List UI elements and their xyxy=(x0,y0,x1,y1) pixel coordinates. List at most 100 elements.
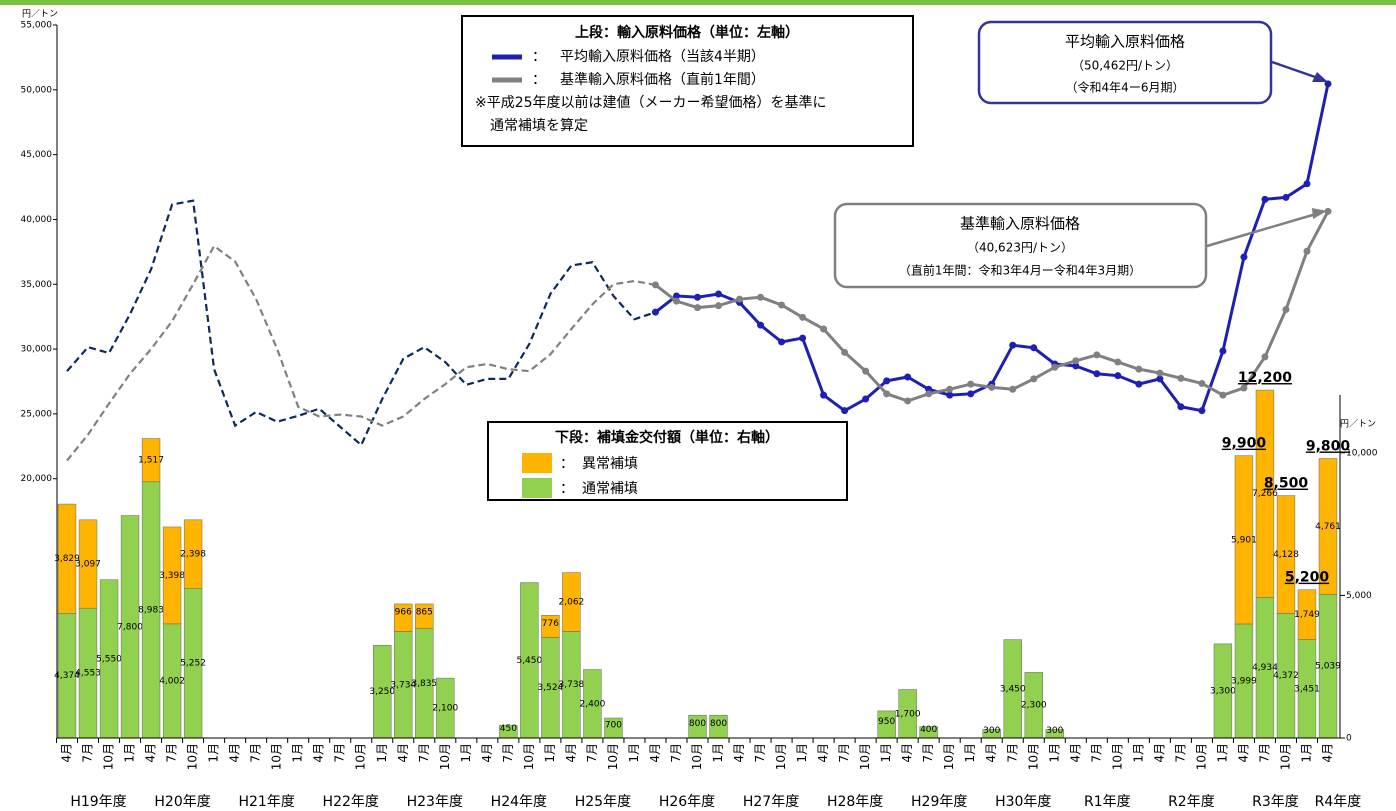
x-tick-label: 7月 xyxy=(333,743,347,763)
y2-tick-label: 10,000 xyxy=(1346,448,1378,458)
x-tick-label: 7月 xyxy=(81,743,95,763)
arrow-head xyxy=(1312,72,1328,82)
y-tick-label: 55,000 xyxy=(21,21,53,31)
callout-text: （50,462円/トン） xyxy=(1072,59,1178,73)
line-marker xyxy=(1282,306,1290,314)
total-label: 9,900 xyxy=(1222,436,1267,452)
year-label: H19年度 xyxy=(70,794,126,810)
line-marker xyxy=(883,390,891,398)
line-marker xyxy=(1282,193,1290,201)
line-marker xyxy=(883,377,891,385)
line-marker xyxy=(1030,375,1038,383)
value-label: 3,835 xyxy=(411,679,437,689)
x-tick-label: 10月 xyxy=(186,743,200,770)
y-tick-label: 45,000 xyxy=(21,150,53,160)
line-marker xyxy=(1051,363,1059,371)
line-marker xyxy=(1135,365,1143,373)
year-label: H24年度 xyxy=(491,794,547,810)
line-marker xyxy=(1114,372,1122,380)
year-label: H30年度 xyxy=(995,794,1051,810)
x-tick-label: 1月 xyxy=(291,743,305,763)
left-unit: 円／トン xyxy=(22,9,58,20)
year-label: H29年度 xyxy=(911,794,967,810)
y-tick-label: 35,000 xyxy=(21,280,53,290)
value-label: 7,800 xyxy=(117,622,143,632)
line-marker xyxy=(715,290,723,298)
line-marker xyxy=(1009,341,1017,349)
callout-text: 平均輸入原料価格 xyxy=(1065,33,1185,51)
x-tick-label: 1月 xyxy=(543,743,557,763)
value-label: 300 xyxy=(1046,726,1063,736)
year-label: H25年度 xyxy=(575,794,631,810)
x-tick-label: 7月 xyxy=(417,743,431,763)
x-tick-label: 10月 xyxy=(606,743,620,770)
legend-bottom-title: 下段：補填金交付額（単位：右軸） xyxy=(555,429,779,446)
x-tick-label: 4月 xyxy=(816,743,830,763)
x-tick-label: 1月 xyxy=(963,743,977,763)
y-tick-label: 30,000 xyxy=(21,345,53,355)
x-tick-label: 1月 xyxy=(627,743,641,763)
bar xyxy=(78,519,98,609)
bar xyxy=(183,519,203,589)
legend-label: 通常補填 xyxy=(582,481,638,497)
value-label: 800 xyxy=(689,719,706,729)
x-tick-label: 10月 xyxy=(102,743,116,770)
value-label: 2,400 xyxy=(580,699,606,709)
line-marker xyxy=(1219,347,1227,355)
year-label: H28年度 xyxy=(827,794,883,810)
x-tick-label: 10月 xyxy=(690,743,704,770)
value-label: 8,983 xyxy=(138,605,164,615)
legend-sep: ： xyxy=(532,49,546,65)
line-marker xyxy=(1303,247,1311,255)
legend-swatch xyxy=(522,453,552,473)
y-tick-label: 40,000 xyxy=(21,215,53,225)
arrow-head xyxy=(1312,208,1327,219)
line-marker xyxy=(1324,80,1332,88)
value-label: 3,524 xyxy=(538,683,564,693)
x-tick-label: 10月 xyxy=(942,743,956,770)
value-label: 5,252 xyxy=(180,659,206,669)
line-marker xyxy=(1177,403,1185,411)
right-unit: 円／トン xyxy=(1340,419,1376,430)
year-label: R2年度 xyxy=(1168,794,1215,810)
bar xyxy=(415,603,434,629)
bar xyxy=(1234,455,1254,625)
total-label: 8,500 xyxy=(1264,476,1309,492)
y-tick-label: 50,000 xyxy=(21,85,53,95)
value-label: 4,553 xyxy=(75,669,101,679)
x-tick-label: 7月 xyxy=(753,743,767,763)
line-marker xyxy=(946,391,954,399)
bar xyxy=(562,572,581,632)
bar xyxy=(1276,495,1296,614)
x-tick-label: 4月 xyxy=(984,743,998,763)
value-label: 776 xyxy=(542,619,559,629)
line-marker xyxy=(757,293,765,301)
x-tick-label: 1月 xyxy=(711,743,725,763)
year-label: H26年度 xyxy=(659,794,715,810)
x-tick-label: 4月 xyxy=(1236,743,1250,763)
callout-text: 基準輸入原料価格 xyxy=(960,215,1080,233)
x-tick-label: 4月 xyxy=(1321,743,1335,763)
x-tick-label: 7月 xyxy=(501,743,515,763)
line-marker xyxy=(778,301,786,309)
year-label: R3年度 xyxy=(1252,794,1299,810)
value-label: 3,097 xyxy=(75,559,101,569)
x-tick-label: 10月 xyxy=(1278,743,1292,770)
value-label: 865 xyxy=(416,607,433,617)
value-label: 4,002 xyxy=(159,676,185,686)
line-marker xyxy=(967,390,975,398)
line-marker xyxy=(672,292,680,300)
bar xyxy=(162,526,182,625)
line-marker xyxy=(820,325,828,333)
callout-text: （40,623円/トン） xyxy=(967,241,1073,255)
x-tick-label: 7月 xyxy=(921,743,935,763)
value-label: 5,550 xyxy=(96,654,122,664)
value-label: 5,901 xyxy=(1231,535,1257,545)
x-tick-label: 4月 xyxy=(396,743,410,763)
line-marker xyxy=(1261,195,1269,203)
x-tick-label: 4月 xyxy=(564,743,578,763)
line-marker xyxy=(1198,407,1206,415)
line-marker xyxy=(925,390,933,398)
value-label: 966 xyxy=(395,607,412,617)
legend-top-box xyxy=(461,15,914,147)
